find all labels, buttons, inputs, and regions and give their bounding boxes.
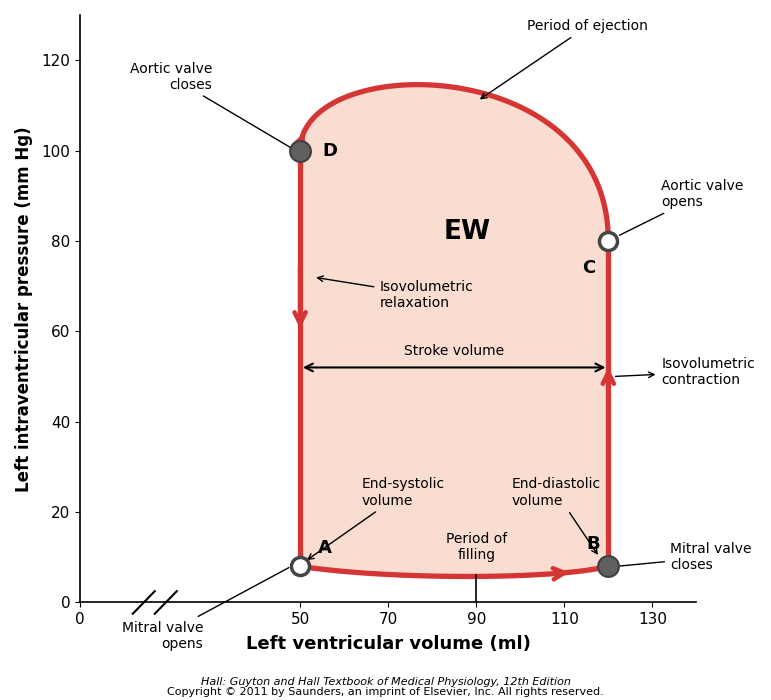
Text: B: B (586, 535, 600, 553)
Text: End-diastolic
volume: End-diastolic volume (511, 477, 601, 554)
Text: Mitral valve
closes: Mitral valve closes (620, 542, 752, 573)
Text: Period of ejection: Period of ejection (481, 19, 648, 99)
Y-axis label: Left intraventricular pressure (mm Hg): Left intraventricular pressure (mm Hg) (15, 126, 33, 491)
Text: A: A (318, 539, 332, 557)
Text: Aortic valve
closes: Aortic valve closes (130, 62, 293, 149)
Text: EW: EW (444, 219, 491, 245)
Text: D: D (322, 141, 337, 160)
Text: Aortic valve
opens: Aortic valve opens (620, 179, 743, 235)
X-axis label: Left ventricular volume (ml): Left ventricular volume (ml) (246, 636, 530, 654)
Text: Isovolumetric
relaxation: Isovolumetric relaxation (318, 276, 473, 310)
Polygon shape (300, 85, 608, 577)
Text: End-systolic
volume: End-systolic volume (308, 477, 445, 559)
Text: C: C (582, 259, 595, 277)
Text: Mitral valve
opens: Mitral valve opens (122, 568, 289, 651)
Text: Period of
filling: Period of filling (446, 531, 507, 562)
Text: Stroke volume: Stroke volume (404, 344, 504, 358)
Text: Isovolumetric
contraction: Isovolumetric contraction (615, 357, 755, 387)
Text: Hall: Guyton and Hall Textbook of Medical Physiology, 12th Edition: Hall: Guyton and Hall Textbook of Medica… (200, 677, 571, 687)
Text: Copyright © 2011 by Saunders, an imprint of Elsevier, Inc. All rights reserved.: Copyright © 2011 by Saunders, an imprint… (167, 687, 604, 697)
